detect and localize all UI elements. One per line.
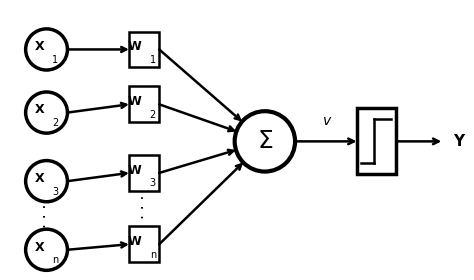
Text: W: W xyxy=(128,235,142,248)
Text: X: X xyxy=(35,40,44,53)
Text: n: n xyxy=(150,250,156,260)
Text: 3: 3 xyxy=(52,187,58,197)
Text: n: n xyxy=(52,255,58,265)
Text: 2: 2 xyxy=(52,118,58,128)
Text: 2: 2 xyxy=(150,110,156,120)
Bar xyxy=(129,32,159,67)
Text: 1: 1 xyxy=(52,55,58,65)
Bar xyxy=(129,155,159,191)
Text: 1: 1 xyxy=(150,55,156,65)
Bar xyxy=(129,227,159,262)
Text: 3: 3 xyxy=(150,178,156,188)
Text: W: W xyxy=(128,95,142,108)
Text: $v$: $v$ xyxy=(322,114,333,128)
Text: X: X xyxy=(35,241,44,253)
Text: · · ·: · · · xyxy=(137,195,152,220)
Bar xyxy=(129,87,159,122)
Text: X: X xyxy=(35,103,44,116)
Text: W: W xyxy=(128,40,142,53)
Text: X: X xyxy=(35,172,44,185)
Text: Y: Y xyxy=(453,134,464,149)
Bar xyxy=(356,108,396,174)
Text: · · ·: · · · xyxy=(39,203,54,228)
Text: W: W xyxy=(128,164,142,177)
Text: $\Sigma$: $\Sigma$ xyxy=(257,129,273,153)
